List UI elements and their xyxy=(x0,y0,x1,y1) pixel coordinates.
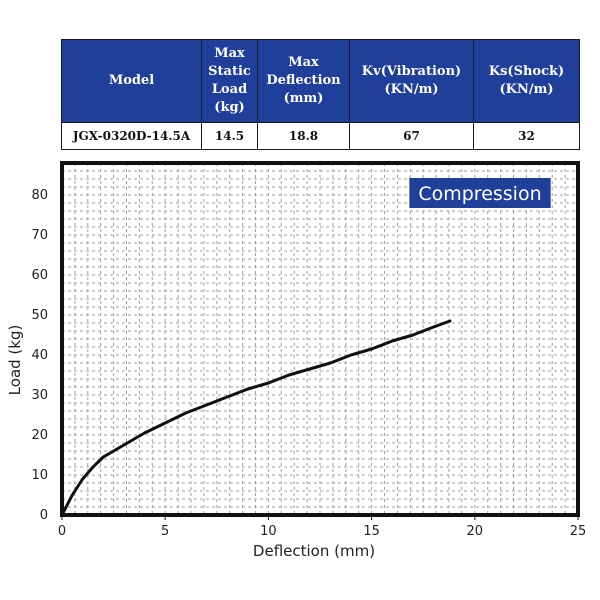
x-axis-label: Deflection (mm) xyxy=(253,542,375,560)
x-tick-label: 20 xyxy=(467,524,484,539)
chart-frame xyxy=(60,161,580,517)
cell-max-static-load: 14.5 xyxy=(201,122,258,150)
chart-title-badge: Compression xyxy=(409,178,551,208)
header-ks-shock: Ks(Shock) (KN/m) xyxy=(473,39,580,123)
y-tick-label: 60 xyxy=(31,268,48,283)
header-model: Model xyxy=(61,39,202,123)
y-tick-label: 50 xyxy=(31,308,48,323)
y-tick-label: 80 xyxy=(31,188,48,203)
y-tick-label: 30 xyxy=(31,388,48,403)
x-tick-label: 5 xyxy=(161,524,169,539)
plot-frame xyxy=(60,161,580,517)
spec-header-row: Model Max Static Load (kg) Max Deflectio… xyxy=(61,39,580,123)
chart-series-layer xyxy=(60,319,452,517)
cell-kv-vibration: 67 xyxy=(349,122,474,150)
chart-title: Compression xyxy=(418,183,541,205)
header-max-deflection: Max Deflection (mm) xyxy=(257,39,350,123)
spec-data-row: JGX-0320D-14.5A 14.5 18.8 67 32 xyxy=(61,122,580,150)
y-tick-label: 70 xyxy=(31,228,48,243)
cell-ks-shock: 32 xyxy=(473,122,580,150)
cell-max-deflection: 18.8 xyxy=(257,122,350,150)
header-kv-vibration: Kv(Vibration) (KN/m) xyxy=(349,39,474,123)
y-tick-label: 10 xyxy=(31,468,48,483)
y-tick-label: 20 xyxy=(31,428,48,443)
cell-model: JGX-0320D-14.5A xyxy=(61,122,202,150)
header-max-static-load: Max Static Load (kg) xyxy=(201,39,258,123)
x-tick-label: 15 xyxy=(363,524,380,539)
x-tick-label: 10 xyxy=(260,524,277,539)
spec-table: Model Max Static Load (kg) Max Deflectio… xyxy=(61,39,580,150)
chart-ticks: 0 5 10 15 20 25 0 10 20 30 40 50 60 70 80 xyxy=(31,188,586,539)
x-tick-label: 25 xyxy=(570,524,587,539)
series-line-0 xyxy=(60,319,452,517)
y-tick-label: 0 xyxy=(40,508,48,523)
chart-grid xyxy=(62,163,578,515)
y-axis-label: Load (kg) xyxy=(6,325,24,396)
y-tick-label: 40 xyxy=(31,348,48,363)
x-tick-label: 0 xyxy=(58,524,66,539)
